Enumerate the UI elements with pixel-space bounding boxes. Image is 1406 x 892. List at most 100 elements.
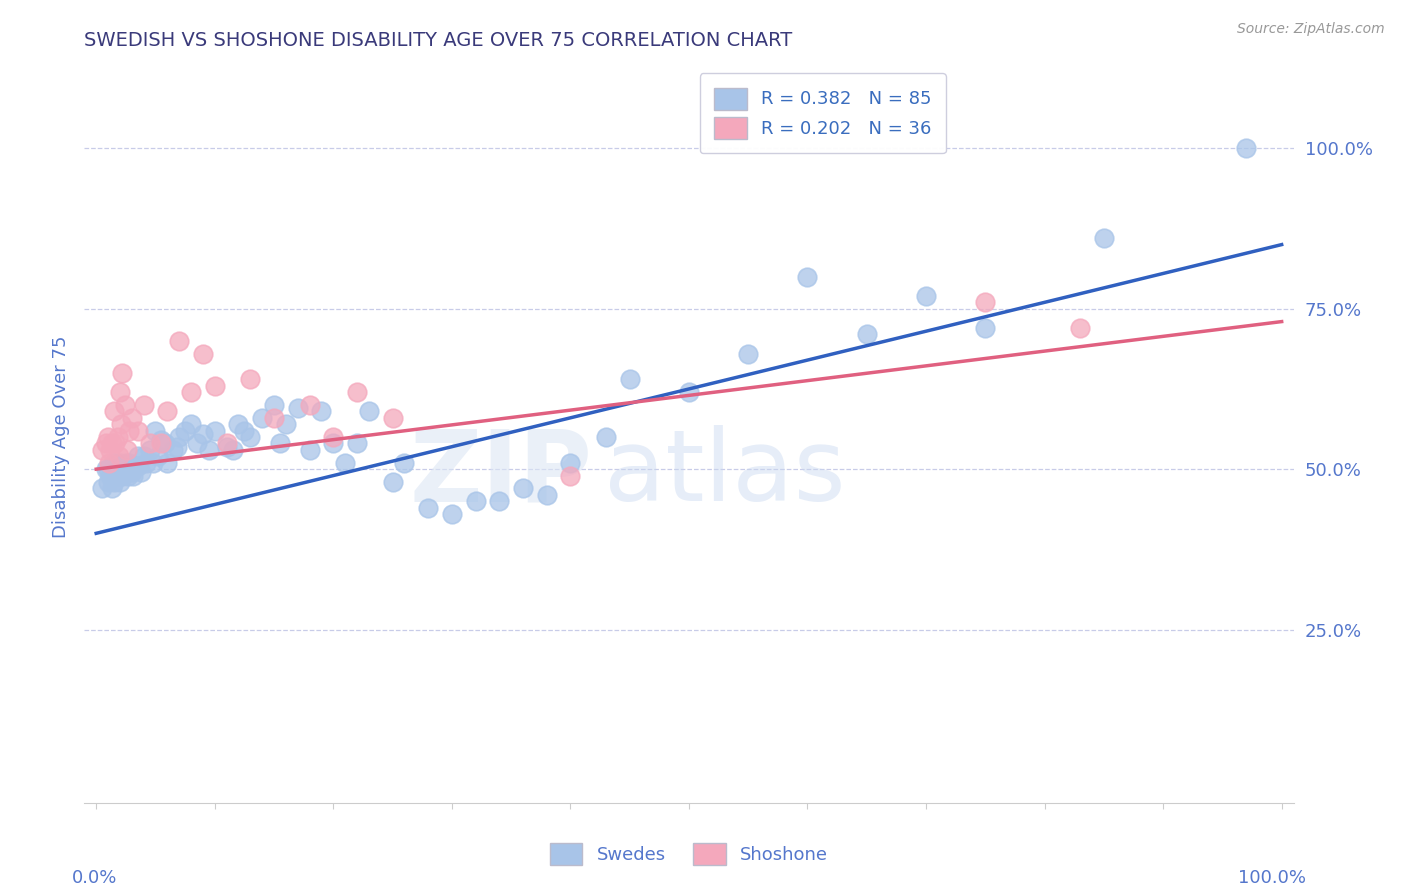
Point: [198, 442, 221, 457]
Point: [97, 430, 120, 444]
Text: atlas: atlas: [605, 425, 846, 522]
Point: [855, 327, 877, 342]
Point: [287, 401, 309, 416]
Point: [263, 398, 285, 412]
Point: [115, 442, 138, 457]
Point: [118, 424, 141, 438]
Point: [333, 456, 356, 470]
Point: [167, 334, 190, 348]
Point: [142, 456, 165, 470]
Point: [322, 430, 344, 444]
Point: [138, 442, 160, 457]
Point: [100, 436, 122, 450]
Point: [91, 482, 114, 496]
Point: [103, 404, 125, 418]
Point: [346, 436, 368, 450]
Point: [204, 424, 226, 438]
Point: [146, 450, 169, 464]
Point: [107, 458, 129, 473]
Point: [112, 462, 135, 476]
Point: [129, 466, 152, 480]
Point: [186, 436, 208, 450]
Legend: Swedes, Shoshone: Swedes, Shoshone: [537, 830, 841, 878]
Point: [135, 456, 157, 470]
Point: [100, 442, 122, 457]
Point: [440, 507, 463, 521]
Point: [595, 430, 617, 444]
Point: [464, 494, 486, 508]
Point: [103, 475, 125, 489]
Point: [107, 468, 129, 483]
Point: [174, 424, 197, 438]
Point: [118, 456, 141, 470]
Y-axis label: Disability Age Over 75: Disability Age Over 75: [52, 335, 70, 539]
Point: [167, 430, 190, 444]
Point: [91, 442, 114, 457]
Point: [107, 450, 129, 464]
Point: [162, 442, 184, 457]
Point: [156, 404, 179, 418]
Point: [394, 456, 416, 470]
Point: [1069, 321, 1091, 335]
Point: [111, 462, 134, 476]
Point: [110, 417, 132, 432]
Point: [357, 404, 380, 418]
Point: [145, 424, 167, 438]
Point: [132, 398, 155, 412]
Point: [97, 475, 120, 489]
Point: [180, 385, 202, 400]
Point: [239, 430, 262, 444]
Point: [98, 456, 121, 470]
Point: [111, 366, 134, 380]
Point: [381, 410, 404, 425]
Point: [915, 289, 938, 303]
Point: [114, 398, 136, 412]
Point: [166, 440, 188, 454]
Point: [115, 462, 138, 476]
Point: [381, 475, 404, 489]
Point: [132, 450, 155, 464]
Point: [104, 462, 127, 476]
Point: [121, 462, 143, 476]
Point: [233, 424, 256, 438]
Point: [239, 372, 262, 386]
Point: [221, 442, 243, 457]
Point: [103, 468, 125, 483]
Point: [108, 462, 131, 476]
Point: [274, 417, 297, 432]
Point: [536, 488, 558, 502]
Point: [138, 436, 160, 450]
Point: [114, 466, 136, 480]
Point: [153, 436, 176, 450]
Point: [191, 426, 214, 441]
Point: [103, 456, 125, 470]
Text: ZIP: ZIP: [409, 425, 592, 522]
Point: [150, 436, 173, 450]
Point: [560, 468, 582, 483]
Point: [104, 436, 127, 450]
Point: [122, 468, 145, 483]
Point: [512, 482, 534, 496]
Point: [97, 462, 120, 476]
Point: [263, 410, 285, 425]
Point: [204, 378, 226, 392]
Point: [215, 436, 238, 450]
Point: [107, 430, 129, 444]
Point: [974, 321, 997, 335]
Point: [108, 456, 131, 470]
Point: [94, 462, 117, 476]
Point: [974, 295, 997, 310]
Point: [322, 436, 344, 450]
Point: [156, 456, 179, 470]
Point: [418, 500, 440, 515]
Point: [191, 346, 214, 360]
Point: [1234, 141, 1257, 155]
Point: [678, 385, 700, 400]
Point: [150, 434, 173, 448]
Point: [560, 456, 582, 470]
Point: [111, 468, 134, 483]
Point: [215, 440, 238, 454]
Point: [127, 424, 149, 438]
Point: [115, 466, 138, 480]
Point: [121, 466, 143, 480]
